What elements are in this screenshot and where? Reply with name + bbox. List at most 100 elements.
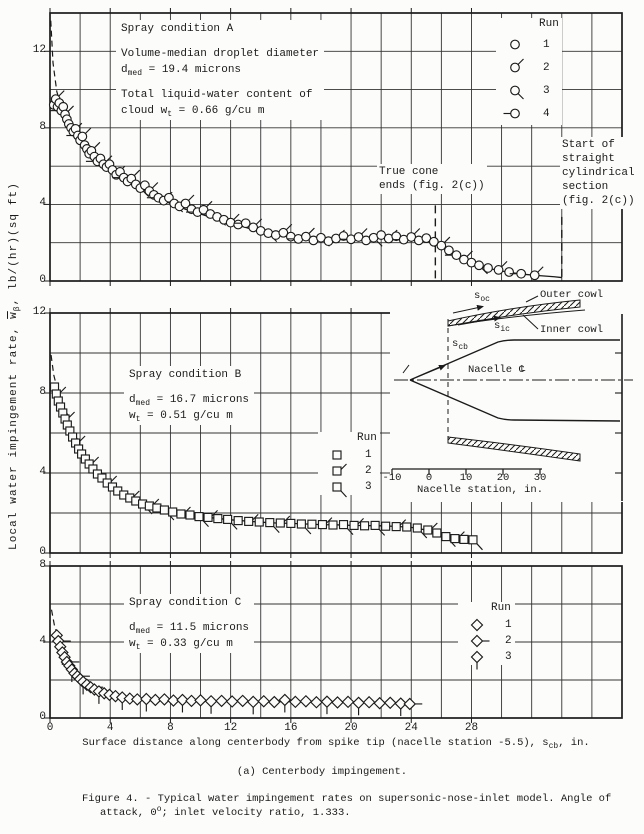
data-point-run-1	[328, 520, 338, 530]
x-tick-label: 24	[404, 722, 418, 734]
legend-run-c: Run 1 2 3	[458, 602, 515, 670]
legend-header: Run	[357, 432, 377, 444]
legend-row: 3	[321, 479, 377, 498]
data-point-run-1	[470, 618, 484, 632]
panel-b-right-ticks	[615, 352, 622, 474]
data-point-run-3	[223, 514, 238, 530]
data-point-run-1	[286, 518, 296, 528]
note-line: wt = 0.51 g/cu m	[129, 408, 249, 424]
legend-run-label: 2	[543, 61, 550, 74]
x-tick-label: 8	[167, 722, 174, 734]
legend-header: Run	[539, 18, 559, 30]
legend-row: 1	[321, 447, 377, 463]
data-point-run-2	[244, 513, 259, 526]
data-point-run-1	[215, 694, 228, 708]
s-oc-arrow	[452, 304, 484, 314]
note-line: Spray condition C	[129, 595, 249, 611]
text-segment: = 0.66 g/cu m	[172, 105, 265, 117]
legend-symbol-diamond	[470, 634, 490, 648]
legend-symbol-circle	[510, 39, 520, 50]
data-point-run-3	[265, 518, 280, 533]
data-point-run-1	[152, 503, 162, 513]
legend-symbol-square	[332, 463, 347, 476]
legend-row: 1	[461, 617, 512, 633]
text-segment: Local water impingement rate,	[8, 318, 20, 550]
text-segment: Spray condition C	[129, 597, 242, 609]
data-point-run-2	[332, 463, 347, 476]
text-segment: ic	[500, 325, 510, 334]
legend-symbol-circle	[510, 58, 524, 73]
inset-tick-label: 20	[496, 472, 510, 484]
inner-cowl-label: Inner cowl	[540, 324, 604, 336]
nacelle-outline	[391, 295, 633, 501]
data-point-run-3	[412, 523, 428, 539]
scatter-points	[50, 629, 423, 717]
annotation-line: ends (fig. 2(c))	[379, 180, 485, 192]
data-point-run-1	[97, 473, 107, 483]
text-segment: d	[129, 622, 136, 634]
data-point-run-2	[198, 200, 213, 215]
y-tick-label: 8	[39, 559, 46, 571]
data-point-run-2	[391, 519, 407, 532]
inset-tick-label: 10	[459, 472, 473, 484]
y-tick-label: 8	[39, 386, 46, 398]
data-point-run-2	[275, 515, 291, 528]
data-point-run-3	[296, 519, 312, 535]
data-point-run-4	[234, 218, 251, 229]
text-segment: Spray condition B	[129, 369, 242, 381]
tick-stubs	[44, 8, 472, 286]
x-axis-title: Surface distance along centerbody from s…	[50, 737, 622, 751]
centerbody-upper	[409, 339, 620, 381]
data-point-run-3	[510, 85, 524, 100]
data-point-run-1	[381, 521, 391, 531]
text-segment: d	[129, 394, 136, 406]
annotation-true-cone: True cone ends (fig. 2(c))	[377, 164, 487, 194]
x-tick-label: 4	[106, 722, 114, 734]
y-tick-label: 4	[39, 635, 46, 647]
data-point-run-2	[180, 194, 195, 209]
legend-row: 3	[499, 79, 559, 102]
condition-b-note: Spray condition B dmed = 16.7 microns wt =…	[124, 366, 255, 425]
data-point-run-1	[362, 695, 376, 709]
data-point-run-3	[474, 260, 488, 275]
data-point-run-2	[301, 227, 315, 242]
data-point-run-3	[176, 693, 189, 713]
data-point-run-4	[503, 108, 520, 119]
data-point-run-2	[529, 266, 544, 281]
text-segment: s	[452, 338, 459, 350]
data-point-run-2	[423, 522, 438, 535]
legend-run-a: Run 1 2 3 4	[496, 18, 562, 125]
nacelle-inset: Outer cowl Inner cowl soc sic scb Nacell…	[383, 288, 640, 502]
note-line: Spray condition A	[121, 21, 319, 37]
data-point-run-1	[360, 521, 370, 531]
legend-row: 3	[461, 649, 512, 670]
inset-axis-title: Nacelle station, in.	[416, 484, 544, 496]
panel-caption: (a) Centerbody impingement.	[236, 766, 408, 778]
y-tick-label: 0	[39, 546, 46, 558]
legend-run-label: 1	[543, 38, 550, 51]
text-segment: = 0.51 g/cu m	[140, 410, 233, 422]
note-line: dmed = 19.4 microns	[121, 62, 319, 78]
figure-caption: Figure 4. - Typical water impingement ra…	[82, 792, 611, 820]
y-tick-label: 12	[32, 44, 46, 57]
note-line: dmed = 16.7 microns	[129, 392, 249, 408]
text-segment: w	[129, 638, 136, 650]
legend-symbol-circle	[510, 85, 524, 100]
legend-row: 4	[499, 102, 559, 125]
data-point-run-1	[307, 519, 317, 529]
text-segment: Spray condition A	[121, 23, 234, 35]
data-point-run-1	[402, 522, 412, 532]
text-segment: med	[135, 399, 151, 408]
note-line: Spray condition B	[129, 367, 249, 383]
note-line: wt = 0.33 g/cu m	[129, 636, 249, 652]
annotation-line: straight	[562, 153, 615, 165]
nacelle-diagram	[391, 295, 633, 501]
lower-cowl-section	[447, 436, 581, 462]
s-cb-label: scb	[452, 338, 468, 352]
legend-symbol-square	[332, 482, 347, 498]
data-point-run-3	[338, 520, 354, 535]
data-point-run-1	[149, 693, 162, 707]
inset-tick-label: 0	[425, 472, 433, 484]
note-line: Volume-median droplet diameter	[121, 46, 319, 62]
